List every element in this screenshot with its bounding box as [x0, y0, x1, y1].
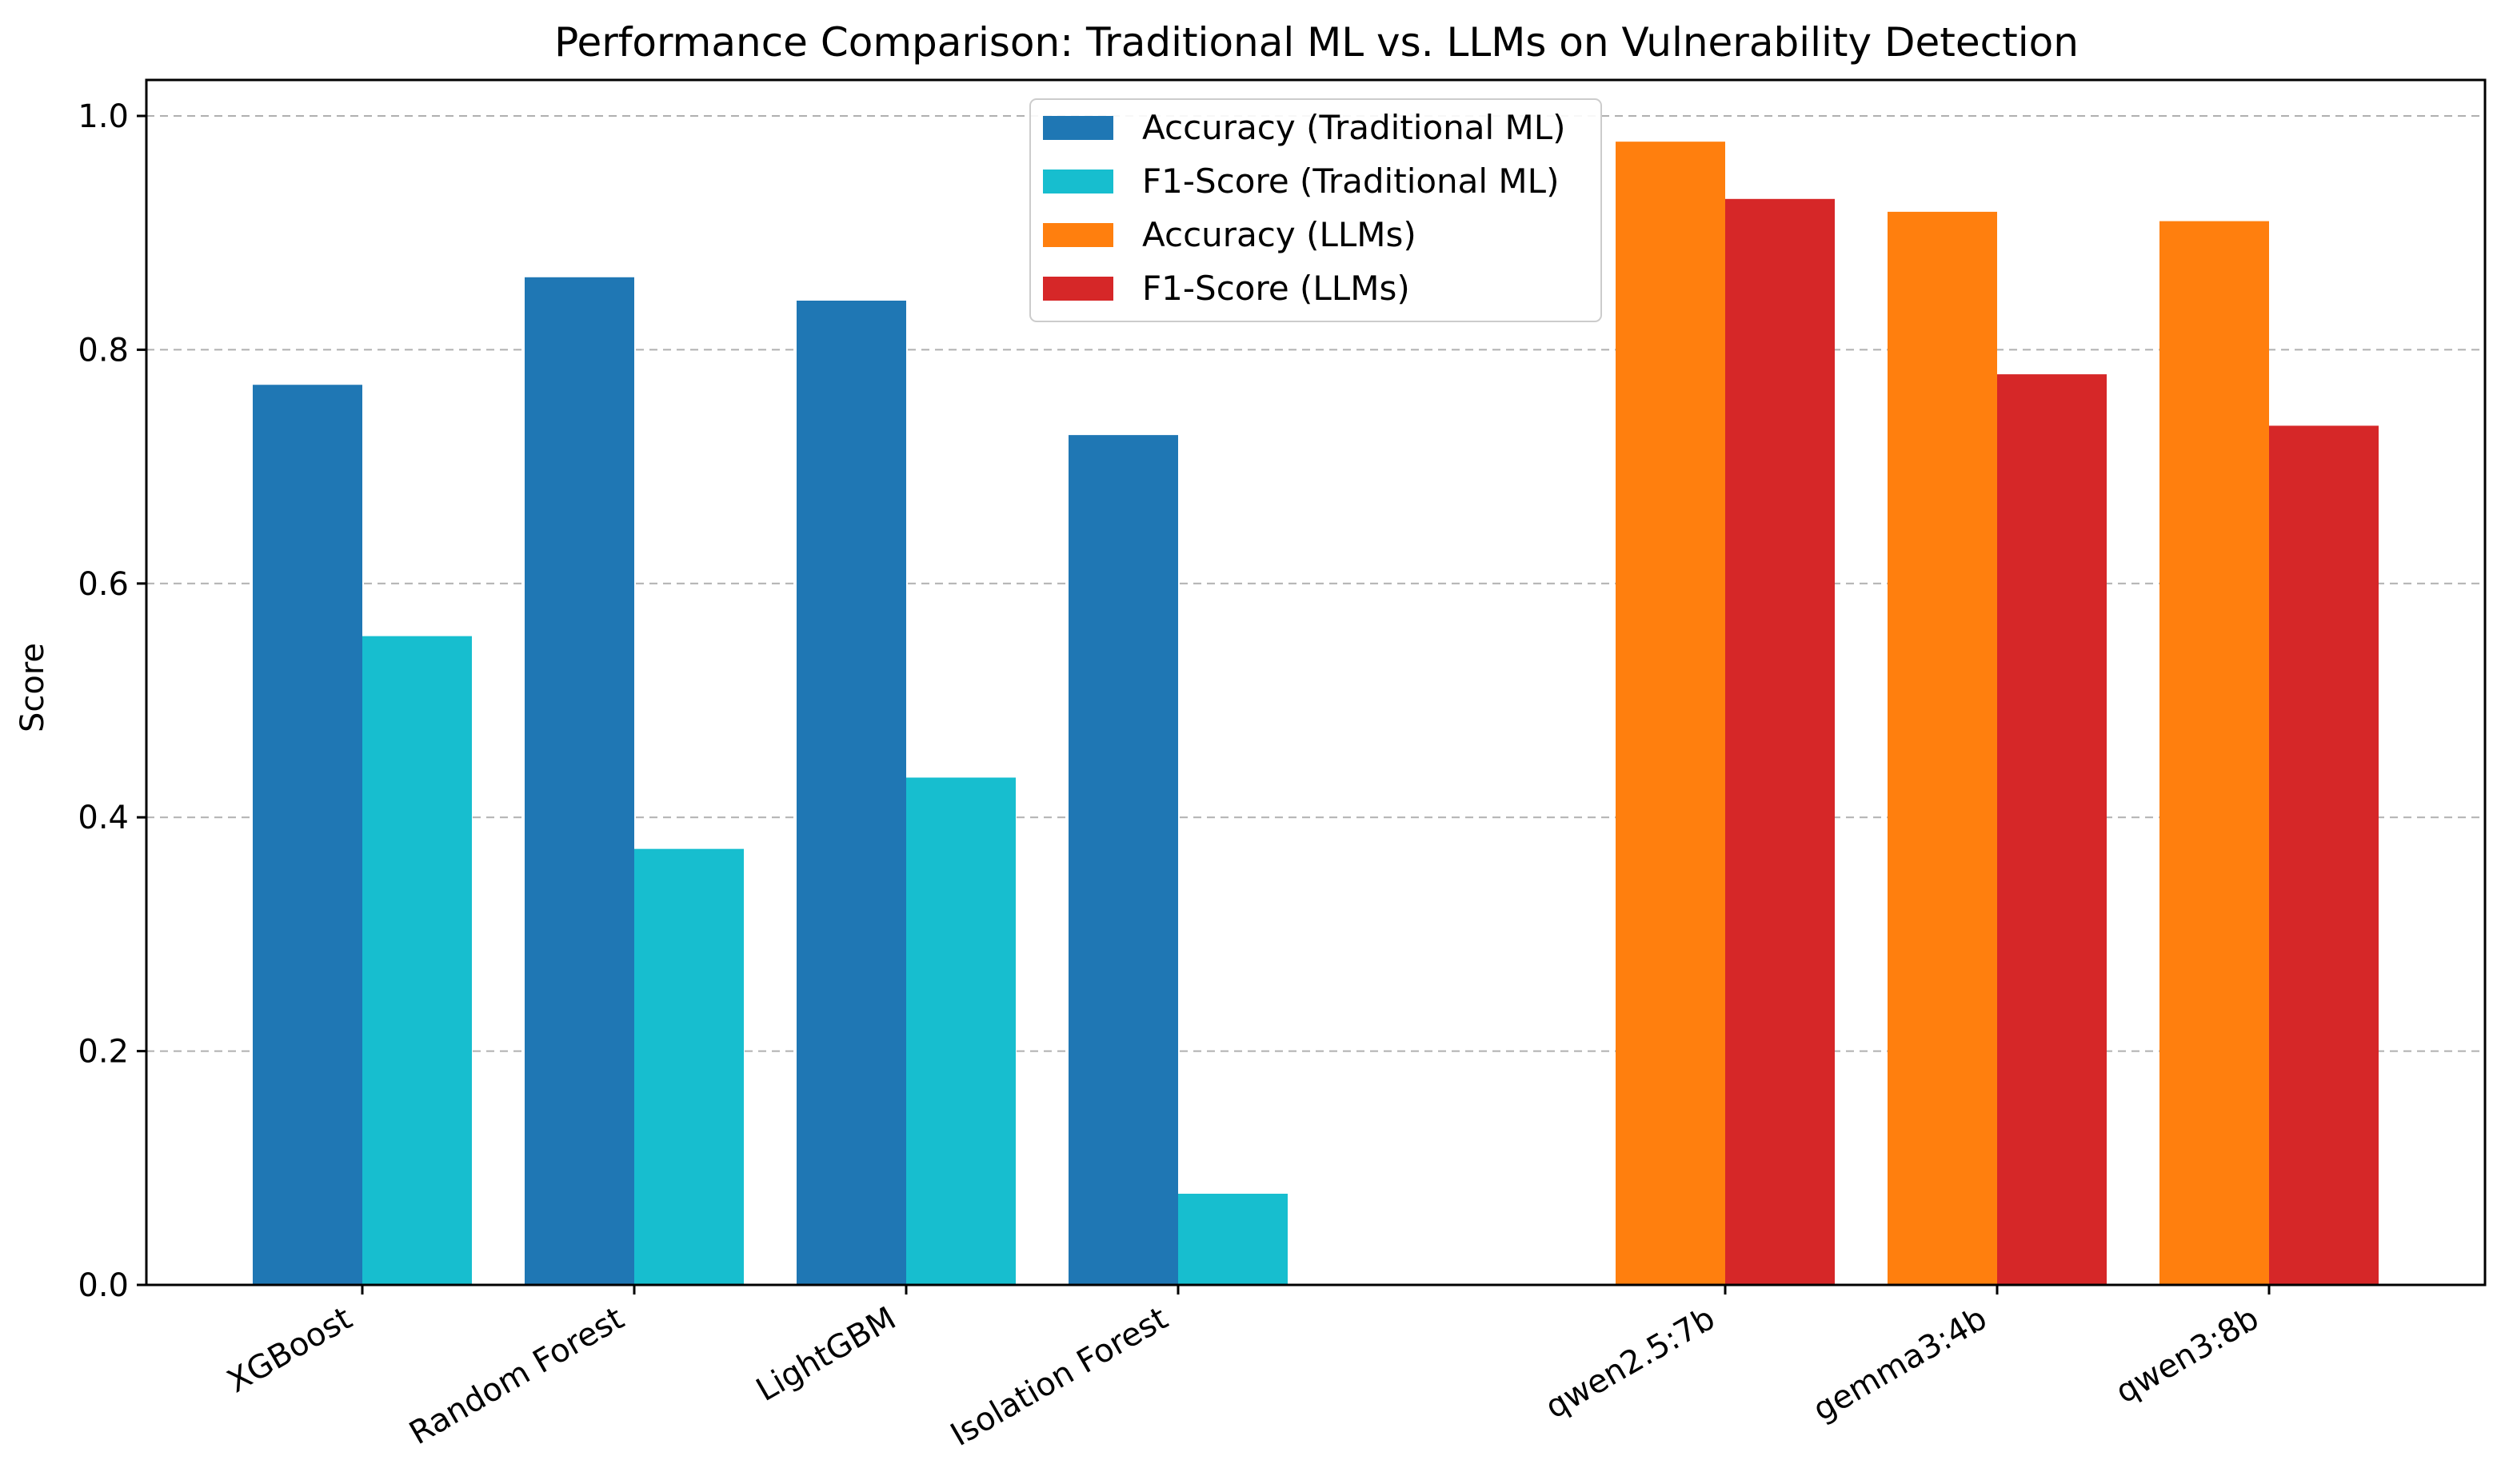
bar-lightgbm-f1-score: [906, 777, 1016, 1285]
bar-gemma3-4b-accuracy: [1888, 211, 1997, 1285]
legend-swatch: [1043, 170, 1113, 193]
bar-gemma3-4b-f1-score: [1997, 374, 2107, 1285]
y-axis-title: Score: [14, 643, 51, 732]
bar-xgboost-f1-score: [362, 636, 472, 1285]
legend-frame: [1029, 98, 1602, 322]
bar-random-forest-f1-score: [634, 848, 744, 1285]
legend-label: F1-Score (LLMs): [1142, 269, 1410, 308]
legend-label: Accuracy (LLMs): [1142, 215, 1416, 254]
bar-qwen3-8b-accuracy: [2159, 221, 2269, 1286]
bar-isolation-forest-f1-score: [1178, 1193, 1288, 1285]
bar-random-forest-accuracy: [525, 277, 634, 1286]
bar-qwen2-5-7b-accuracy: [1616, 142, 1725, 1285]
legend-swatch: [1043, 116, 1113, 140]
bar-qwen3-8b-f1-score: [2269, 425, 2379, 1286]
y-tick-label: 0.4: [78, 800, 129, 836]
y-tick-label: 0.0: [78, 1267, 129, 1304]
y-axis-ticks: 0.0 0.2 0.4 0.6 0.8 1.0: [78, 98, 146, 1304]
legend-swatch: [1043, 223, 1113, 247]
bar-isolation-forest-accuracy: [1069, 435, 1178, 1285]
legend-label: Accuracy (Traditional ML): [1142, 108, 1566, 147]
legend: Accuracy (Traditional ML) F1-Score (Tradi…: [1029, 98, 1602, 322]
y-tick-label: 1.0: [78, 98, 129, 135]
bar-qwen2-5-7b-f1-score: [1725, 198, 1835, 1285]
y-tick-label: 0.6: [78, 566, 129, 603]
legend-swatch: [1043, 277, 1113, 301]
bar-xgboost-accuracy: [253, 385, 362, 1285]
y-tick-label: 0.8: [78, 332, 129, 369]
chart-title: Performance Comparison: Traditional ML v…: [554, 19, 2079, 66]
y-tick-label: 0.2: [78, 1034, 129, 1071]
plot-frame: [145, 78, 2487, 1287]
bars: [253, 142, 2379, 1286]
bar-lightgbm-accuracy: [797, 300, 906, 1286]
legend-label: F1-Score (Traditional ML): [1142, 162, 1559, 201]
